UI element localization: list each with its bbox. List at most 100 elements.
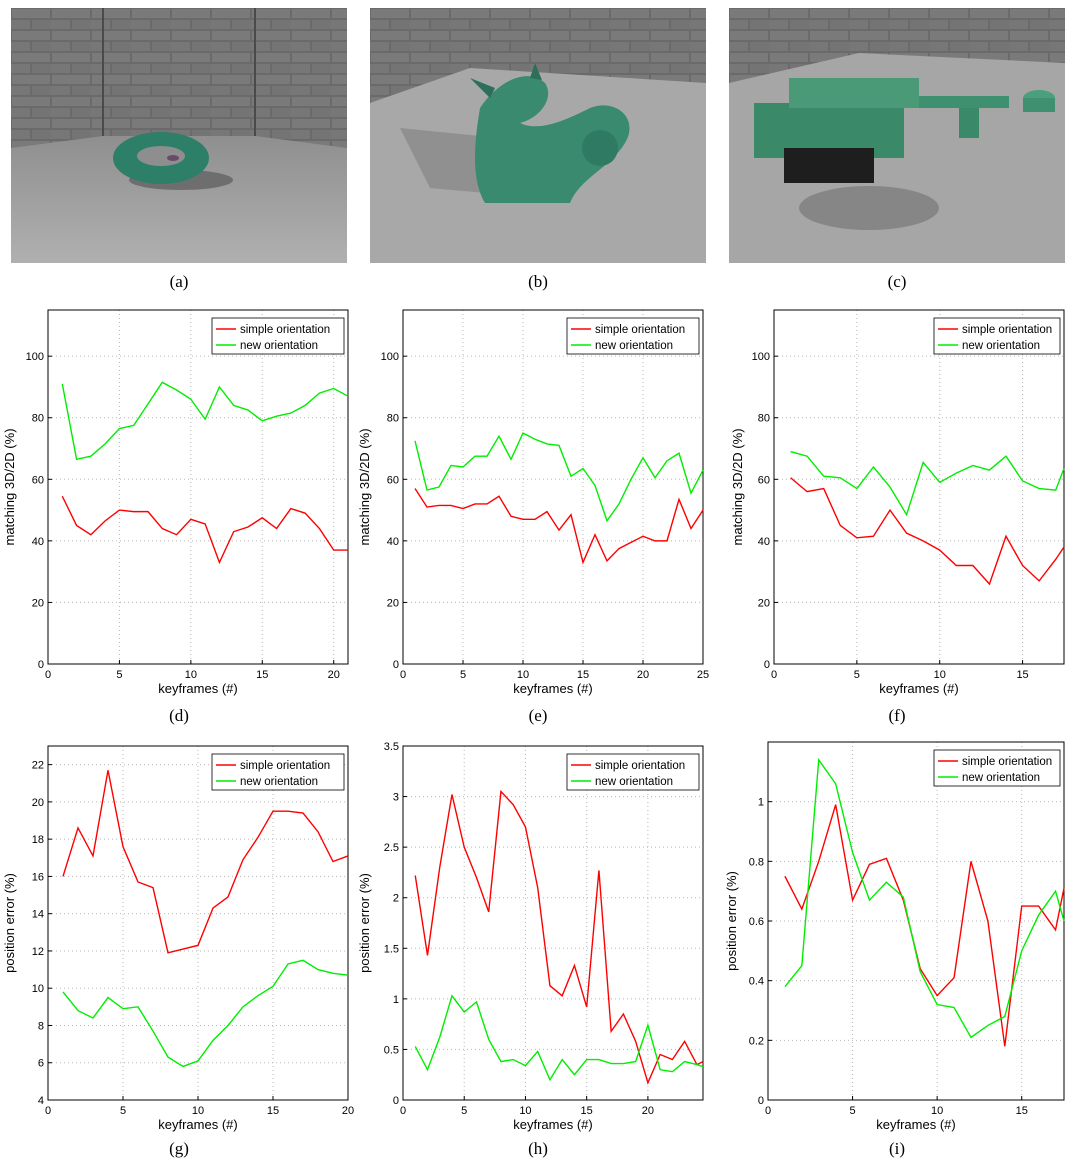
- y-axis-label: position error (%): [724, 871, 739, 971]
- y-tick-label: 60: [387, 474, 399, 486]
- legend-box: [211, 317, 345, 355]
- legend-label: new orientation: [595, 340, 673, 352]
- y-tick-label: 40: [32, 536, 44, 548]
- legend-label: new orientation: [240, 776, 318, 788]
- x-tick-label: 0: [45, 669, 51, 681]
- chart-h: 0 5 10 15 20 0 0.5 1 1.5 2 2.5 3 3.5 keyframes (#) pos…: [355, 730, 710, 1132]
- y-tick-label: 18: [32, 834, 44, 846]
- x-tick-label: 5: [850, 1105, 856, 1117]
- x-axis-label: keyframes (#): [876, 1117, 955, 1132]
- y-tick-label: 80: [758, 413, 770, 425]
- y-tick-label: 60: [758, 474, 770, 486]
- y-tick-label: 20: [387, 597, 399, 609]
- x-tick-label: 0: [400, 669, 406, 681]
- series-line-simple: [790, 477, 1065, 586]
- y-tick-label: 1: [758, 797, 764, 809]
- y-tick-label: 100: [381, 351, 399, 363]
- chart-i: 0 5 10 15 0 0.2 0.4 0.6 0.8 1 keyframes (#) positio…: [710, 730, 1065, 1132]
- y-tick-label: 0: [764, 659, 770, 671]
- x-tick-label: 0: [765, 1105, 771, 1117]
- series-line-new: [784, 757, 1065, 1039]
- chart-f: 0 5 10 15 0 20 40 60 80 100 keyframes (#) matching …: [710, 300, 1065, 700]
- y-axis-label: matching 3D/2D (%): [2, 428, 17, 545]
- series-line-new: [61, 381, 349, 461]
- x-tick-label: 15: [581, 1105, 593, 1117]
- y-tick-label: 40: [758, 536, 770, 548]
- y-tick-label: 3: [393, 792, 399, 804]
- y-tick-label: 2.5: [384, 842, 399, 854]
- y-tick-label: 0: [393, 659, 399, 671]
- x-tick-label: 5: [120, 1105, 126, 1117]
- torus-icon: [113, 132, 209, 184]
- x-tick-label: 10: [517, 669, 529, 681]
- y-tick-label: 14: [32, 909, 44, 921]
- chart-d: 0 5 10 15 20 0 20 40 60 80 100 keyframes (#) matchin…: [0, 300, 355, 700]
- chart-g: 0 5 10 15 20 4 6 8 10 12 14 16 18 20 22 keyframes (#) po…: [0, 730, 355, 1132]
- panel-label-c: (c): [887, 272, 907, 291]
- x-tick-label: 0: [771, 669, 777, 681]
- mechanical-part-icon: [754, 78, 1055, 183]
- plot-frame: [47, 309, 349, 665]
- legend-box: [566, 317, 700, 355]
- y-axis-label: matching 3D/2D (%): [357, 428, 372, 545]
- x-tick-label: 10: [931, 1105, 943, 1117]
- y-tick-label: 20: [32, 797, 44, 809]
- panel-label-a: (a): [169, 272, 189, 291]
- y-tick-label: 16: [32, 871, 44, 883]
- legend-label: simple orientation: [240, 324, 330, 336]
- x-tick-label: 5: [461, 1105, 467, 1117]
- plot-frame: [773, 309, 1065, 665]
- dragon-icon: [470, 63, 630, 203]
- panel-label-i: (i): [888, 1139, 906, 1158]
- x-tick-label: 10: [934, 669, 946, 681]
- panel-label-g: (g): [169, 1139, 189, 1158]
- y-axis-label: position error (%): [357, 873, 372, 973]
- legend-label: new orientation: [240, 340, 318, 352]
- x-axis-label: keyframes (#): [513, 681, 592, 696]
- y-tick-label: 0: [758, 1095, 764, 1107]
- x-axis-label: keyframes (#): [158, 1117, 237, 1132]
- y-tick-label: 0: [38, 659, 44, 671]
- y-axis-label: matching 3D/2D (%): [730, 428, 745, 545]
- y-tick-label: 100: [26, 351, 44, 363]
- legend-box: [933, 317, 1061, 355]
- y-tick-label: 100: [752, 351, 770, 363]
- legend-label: simple orientation: [595, 324, 685, 336]
- render-dragon: [370, 8, 706, 263]
- legend-label: new orientation: [962, 340, 1040, 352]
- x-axis-label: keyframes (#): [879, 681, 958, 696]
- legend-label: simple orientation: [962, 756, 1052, 768]
- series-line-simple: [61, 495, 348, 565]
- legend-label: new orientation: [595, 776, 673, 788]
- panel-label-d: (d): [169, 706, 189, 725]
- legend-label: new orientation: [962, 772, 1040, 784]
- y-tick-label: 80: [32, 413, 44, 425]
- y-tick-label: 60: [32, 474, 44, 486]
- x-tick-label: 15: [577, 669, 589, 681]
- y-tick-label: 3.5: [384, 741, 399, 753]
- x-axis-label: keyframes (#): [158, 681, 237, 696]
- x-tick-label: 15: [1016, 669, 1028, 681]
- render-torus: [11, 8, 347, 263]
- plot-frame: [402, 309, 704, 665]
- x-tick-label: 20: [328, 669, 340, 681]
- series-line-simple: [62, 770, 349, 954]
- series-line-simple: [784, 804, 1065, 1047]
- plot-frame: [402, 745, 704, 1101]
- y-tick-label: 6: [38, 1058, 44, 1070]
- series-line-new: [62, 959, 349, 1068]
- legend-box: [211, 753, 345, 791]
- y-tick-label: 1.5: [384, 943, 399, 955]
- y-tick-label: 20: [758, 597, 770, 609]
- y-tick-label: 0.8: [749, 856, 764, 868]
- x-tick-label: 20: [637, 669, 649, 681]
- x-tick-label: 10: [185, 669, 197, 681]
- legend-box: [933, 749, 1061, 787]
- y-tick-label: 2: [393, 893, 399, 905]
- legend-label: simple orientation: [595, 760, 685, 772]
- x-tick-label: 0: [400, 1105, 406, 1117]
- x-tick-label: 15: [1016, 1105, 1028, 1117]
- y-tick-label: 40: [387, 536, 399, 548]
- x-axis-label: keyframes (#): [513, 1117, 592, 1132]
- y-tick-label: 0.2: [749, 1035, 764, 1047]
